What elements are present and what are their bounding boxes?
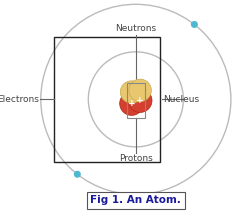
Circle shape: [120, 81, 142, 103]
Text: Nucleus: Nucleus: [162, 95, 198, 104]
Text: Protons: Protons: [118, 154, 152, 164]
Text: +: +: [127, 99, 135, 108]
Text: +: +: [136, 96, 143, 105]
Text: Fig 1. An Atom.: Fig 1. An Atom.: [90, 195, 181, 205]
Text: Neutrons: Neutrons: [115, 24, 156, 33]
Circle shape: [128, 79, 151, 102]
Circle shape: [128, 89, 151, 112]
Bar: [126, 83, 144, 118]
Text: Electrons: Electrons: [0, 95, 39, 104]
Circle shape: [191, 22, 196, 27]
Circle shape: [74, 172, 80, 177]
Bar: [53, 37, 159, 162]
Circle shape: [119, 92, 143, 115]
